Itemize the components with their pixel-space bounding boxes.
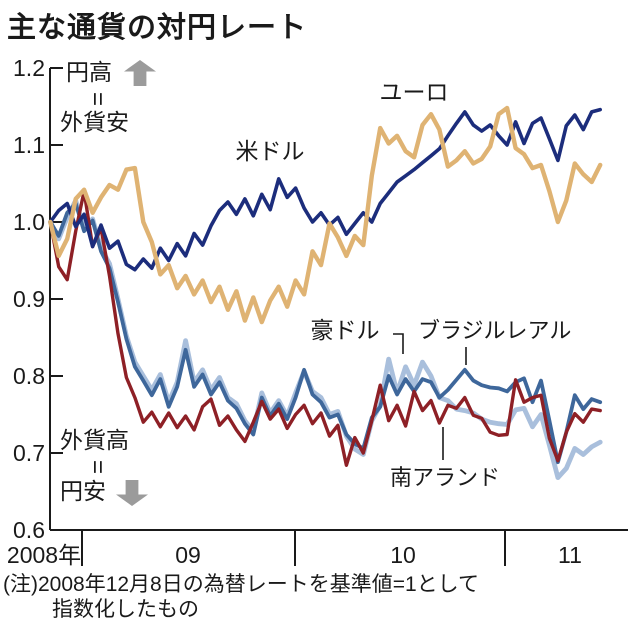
- footnote-line2: 指数化したもの: [52, 598, 199, 621]
- x-tick-label: 10: [390, 542, 416, 568]
- y-ticks: [50, 67, 63, 531]
- line-south-african-rand: [48, 189, 602, 467]
- annotation-fx-high: 外貨高: [60, 427, 129, 453]
- series-label-us-dollar: 米ドル: [235, 138, 305, 164]
- x-ticks: [81, 530, 506, 566]
- x-tick-label: 11: [558, 542, 582, 568]
- page-title: 主な通貨の対円レート: [7, 12, 308, 44]
- y-tick-label: 0.6: [13, 517, 45, 543]
- annotation-yen-high: 円高: [66, 59, 112, 85]
- footnote-line1: (注)2008年12月8日の為替レートを基準値=1として: [3, 573, 480, 596]
- series-label-south-african-rand: 南アランド: [390, 465, 501, 490]
- y-tick-label: 0.9: [13, 286, 45, 312]
- x-tick-label: 2008年: [6, 542, 82, 568]
- annotation-yen-cheap: 円安: [60, 478, 106, 504]
- line-brazilian-real: [48, 201, 603, 465]
- series-label-australian-dollar: 豪ドル: [310, 317, 380, 343]
- y-tick-label: 1.0: [13, 209, 45, 235]
- y-tick-label: 0.8: [13, 363, 45, 389]
- series-label-brazilian-real: ブラジルレアル: [418, 318, 572, 343]
- series-label-euro: ユーロ: [379, 79, 449, 105]
- y-tick-label: 1.2: [13, 55, 45, 81]
- aud-callout-line: [393, 333, 404, 354]
- y-tick-label: 1.1: [13, 132, 45, 158]
- line-us-dollar: [48, 107, 603, 272]
- x-tick-label: 09: [175, 542, 201, 568]
- line-euro: [48, 105, 603, 325]
- y-tick-label: 0.7: [13, 440, 45, 466]
- annotation-fx-cheap: 外貨安: [60, 109, 129, 135]
